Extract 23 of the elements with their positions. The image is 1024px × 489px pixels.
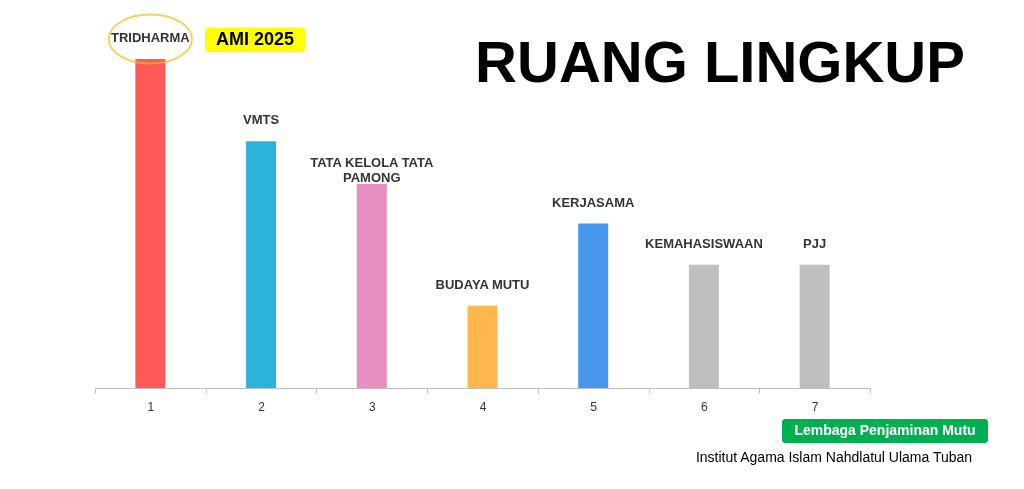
x-tick-label: 3 — [368, 399, 376, 414]
bar — [467, 305, 498, 388]
bar — [246, 141, 277, 388]
annotation: BUDAYA MUTU — [435, 276, 530, 292]
chart-title: RUANG LINGKUP — [475, 29, 965, 94]
annotation: VMTS — [243, 112, 280, 128]
annotation: PJJ — [803, 235, 827, 251]
x-tick-label: 5 — [590, 399, 598, 414]
x-tick-label: 6 — [701, 399, 709, 414]
bar — [135, 59, 166, 388]
bar — [578, 223, 609, 388]
x-tick-label: 1 — [147, 399, 155, 414]
annotation: KERJASAMA — [552, 194, 635, 210]
annotation: TATA KELOLA TATA PAMONG — [310, 155, 435, 186]
text: Lembaga Penjaminan Mutu — [794, 422, 976, 438]
x-tick-label: 4 — [479, 399, 487, 414]
annotation: KEMAHASISWAAN — [645, 235, 763, 251]
text: AMI 2025 — [215, 29, 295, 49]
bar — [356, 184, 387, 388]
x-tick-label: 2 — [258, 399, 266, 414]
x-tick-label: 7 — [811, 399, 819, 414]
annotation: TRIDHARMA — [111, 30, 191, 46]
text: Institut Agama Islam Nahdlatul Ulama Tuban — [695, 449, 973, 465]
